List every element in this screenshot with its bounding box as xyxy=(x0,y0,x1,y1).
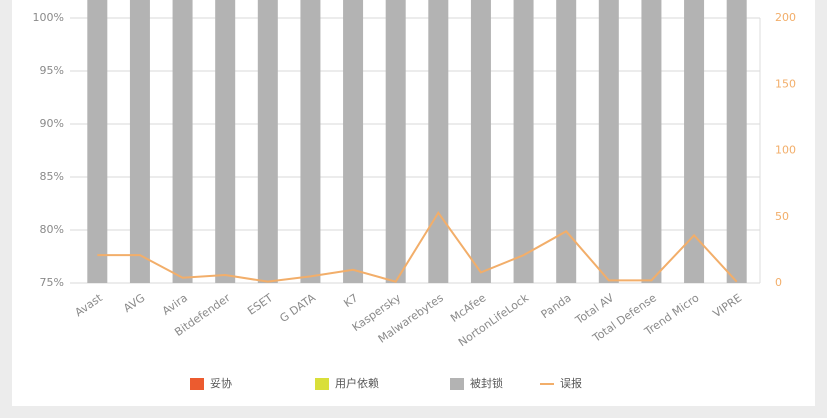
bar-segment xyxy=(726,0,747,283)
legend-swatch xyxy=(450,378,464,390)
bar-segment xyxy=(385,0,406,283)
y-tick-label: 95% xyxy=(40,64,64,77)
bar-segment xyxy=(300,0,321,283)
y2-tick-label: 100 xyxy=(775,144,796,157)
bar-segment xyxy=(684,0,705,283)
y2-tick-label: 0 xyxy=(775,276,782,289)
legend-swatch xyxy=(315,378,329,390)
bar-segment xyxy=(129,0,150,283)
y2-tick-label: 200 xyxy=(775,11,796,24)
bar-segment xyxy=(257,0,278,283)
bar-segment xyxy=(513,0,534,283)
legend-label: 用户依赖 xyxy=(335,376,379,390)
y-tick-label: 80% xyxy=(40,223,64,236)
bar-segment xyxy=(598,0,619,284)
bar-segment xyxy=(556,0,577,283)
legend-label: 妥协 xyxy=(210,376,232,390)
bar-segment xyxy=(470,0,491,283)
y-tick-label: 90% xyxy=(40,117,64,130)
y2-tick-label: 50 xyxy=(775,210,789,223)
bar-segment xyxy=(641,0,662,283)
legend-label: 被封锁 xyxy=(470,376,503,390)
legend-swatch xyxy=(190,378,204,390)
bar-segment xyxy=(343,0,364,283)
bar-segment xyxy=(428,0,449,283)
bar-segment xyxy=(172,0,193,283)
y2-tick-label: 150 xyxy=(775,77,796,90)
line xyxy=(97,210,738,283)
bar-segment xyxy=(215,0,236,283)
y-tick-label: 85% xyxy=(40,170,64,183)
y-tick-label: 100% xyxy=(33,11,64,24)
bar-segment xyxy=(87,0,108,283)
y-tick-label: 75% xyxy=(40,276,64,289)
legend-label: 误报 xyxy=(560,376,582,390)
